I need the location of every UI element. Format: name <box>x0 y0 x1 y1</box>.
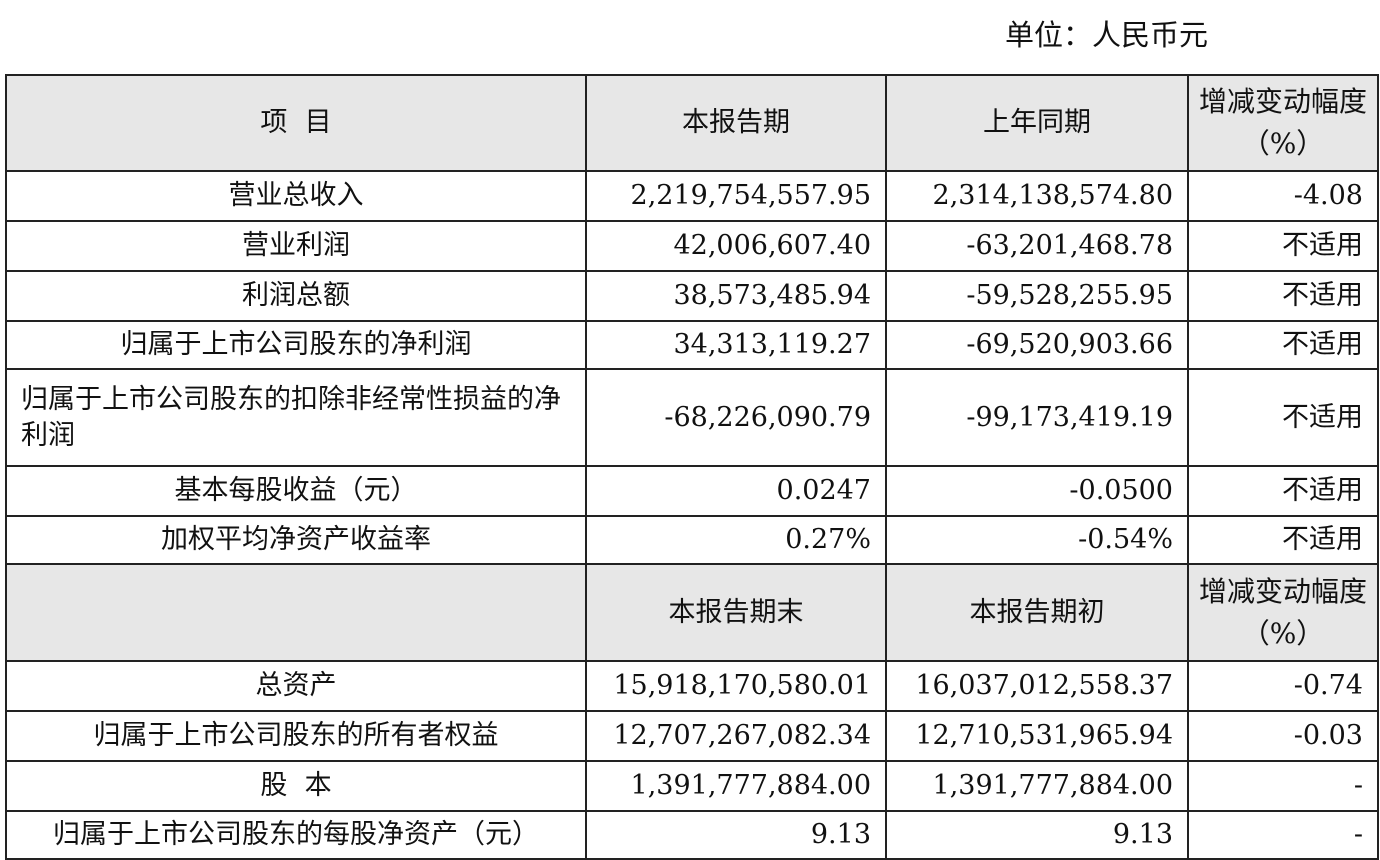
change-value: -0.74 <box>1187 660 1379 712</box>
table-row: 营业利润 42,006,607.40 -63,201,468.78 不适用 <box>5 220 1379 272</box>
change-value: 不适用 <box>1187 270 1379 322</box>
current-value: 42,006,607.40 <box>585 220 887 272</box>
current-value: 34,313,119.27 <box>585 320 887 370</box>
table-row: 总资产 15,918,170,580.01 16,037,012,558.37 -0.… <box>5 660 1379 712</box>
table-row: 加权平均净资产收益率 0.27% -0.54% 不适用 <box>5 515 1379 565</box>
table-row: 归属于上市公司股东的净利润 34,313,119.27 -69,520,903.66… <box>5 320 1379 370</box>
table-row: 股 本 1,391,777,884.00 1,391,777,884.00- <box>5 760 1379 812</box>
unit-label: 单位：人民币元 <box>1004 18 1208 52</box>
change-value: 不适用 <box>1187 368 1379 467</box>
current-value: -68,226,090.79 <box>585 368 887 467</box>
change-value: 不适用 <box>1187 515 1379 565</box>
table-row: 归属于上市公司股东的所有者权益 12,707,267,082.34 12,710,5… <box>5 710 1379 762</box>
current-value: 1,391,777,884.00 <box>585 760 887 812</box>
current-value: 15,918,170,580.01 <box>585 660 887 712</box>
change-value: -0.03 <box>1187 710 1379 762</box>
prior-value: 2,314,138,574.80 <box>885 170 1189 222</box>
financial-summary-table: 项 目 本报告期 上年同期 增减变动幅度（%） 营业总收入 2,219,754,5… <box>5 74 1379 860</box>
row-label: 归属于上市公司股东的每股净资产（元） <box>5 810 587 860</box>
header2-prior: 本报告期初 <box>885 563 1189 662</box>
header2-change: 增减变动幅度（%） <box>1187 563 1379 662</box>
current-value: 0.0247 <box>585 465 887 517</box>
change-value: 不适用 <box>1187 320 1379 370</box>
change-value: - <box>1187 810 1379 860</box>
prior-value: 12,710,531,965.94 <box>885 710 1189 762</box>
prior-value: -0.54% <box>885 515 1189 565</box>
row-label: 基本每股收益（元） <box>5 465 587 517</box>
current-value: 0.27% <box>585 515 887 565</box>
table-row: 营业总收入 2,219,754,557.95 2,314,138,574.80 -4.… <box>5 170 1379 222</box>
header2-current: 本报告期末 <box>585 563 887 662</box>
table-row: 归属于上市公司股东的扣除非经常性损益的净利润 -68,226,090.79 -99,… <box>5 368 1379 467</box>
header-change: 增减变动幅度（%） <box>1187 74 1379 172</box>
header-item: 项 目 <box>5 74 587 172</box>
change-value: -4.08 <box>1187 170 1379 222</box>
current-value: 38,573,485.94 <box>585 270 887 322</box>
change-value: - <box>1187 760 1379 812</box>
row-label: 利润总额 <box>5 270 587 322</box>
prior-value: 16,037,012,558.37 <box>885 660 1189 712</box>
header-row-2: 本报告期末 本报告期初 增减变动幅度（%） <box>5 563 1379 662</box>
row-label: 营业利润 <box>5 220 587 272</box>
table-row: 利润总额 38,573,485.94 -59,528,255.95 不适用 <box>5 270 1379 322</box>
row-label: 营业总收入 <box>5 170 587 222</box>
prior-value: -0.0500 <box>885 465 1189 517</box>
change-value: 不适用 <box>1187 465 1379 517</box>
current-value: 2,219,754,557.95 <box>585 170 887 222</box>
header-prior: 上年同期 <box>885 74 1189 172</box>
prior-value: 9.13 <box>885 810 1189 860</box>
current-value: 12,707,267,082.34 <box>585 710 887 762</box>
prior-value: 1,391,777,884.00 <box>885 760 1189 812</box>
row-label: 加权平均净资产收益率 <box>5 515 587 565</box>
row-label: 归属于上市公司股东的所有者权益 <box>5 710 587 762</box>
prior-value: -59,528,255.95 <box>885 270 1189 322</box>
header-current: 本报告期 <box>585 74 887 172</box>
row-label: 归属于上市公司股东的扣除非经常性损益的净利润 <box>5 368 587 467</box>
row-label: 归属于上市公司股东的净利润 <box>5 320 587 370</box>
prior-value: -99,173,419.19 <box>885 368 1189 467</box>
table-row: 基本每股收益（元） 0.0247 -0.0500 不适用 <box>5 465 1379 517</box>
prior-value: -69,520,903.66 <box>885 320 1189 370</box>
change-value: 不适用 <box>1187 220 1379 272</box>
header2-item <box>5 563 587 662</box>
header-row: 项 目 本报告期 上年同期 增减变动幅度（%） <box>5 74 1379 172</box>
table-row: 归属于上市公司股东的每股净资产（元） 9.13 9.13- <box>5 810 1379 860</box>
row-label: 总资产 <box>5 660 587 712</box>
prior-value: -63,201,468.78 <box>885 220 1189 272</box>
current-value: 9.13 <box>585 810 887 860</box>
row-label: 股 本 <box>5 760 587 812</box>
